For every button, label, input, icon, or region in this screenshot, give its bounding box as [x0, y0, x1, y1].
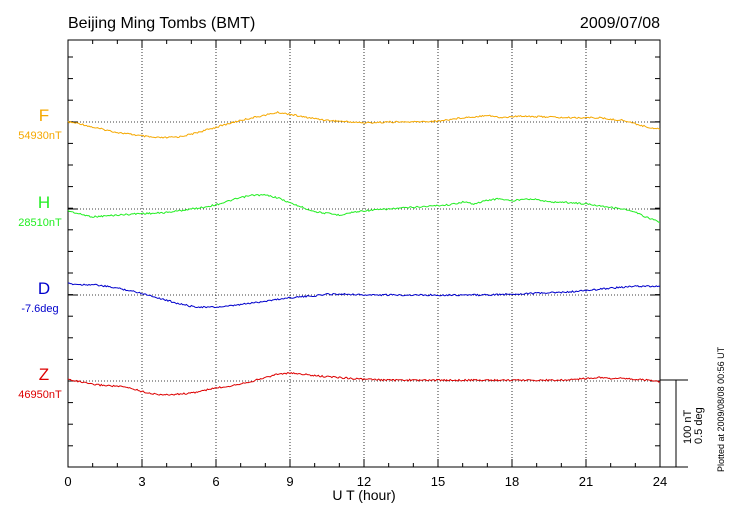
chart-title: Beijing Ming Tombs (BMT)	[68, 15, 255, 32]
series-line-D	[67, 282, 661, 309]
series-line-H	[67, 193, 660, 223]
x-tick-label: 21	[579, 474, 593, 489]
scale-bar-label-deg: 0.5 deg	[693, 407, 705, 444]
series-lines	[67, 110, 661, 396]
x-tick-label: 15	[431, 474, 445, 489]
baseline-value-D: -7.6deg	[21, 303, 58, 315]
baseline-value-F: 54930nT	[18, 130, 62, 142]
component-label-F: F	[39, 106, 49, 125]
chart-date: 2009/07/08	[580, 15, 660, 32]
x-tick-labels: 0 3 6 9 12 15 18 21 24	[64, 474, 667, 489]
baseline-value-Z: 46950nT	[18, 389, 62, 401]
component-label-Z: Z	[39, 365, 49, 384]
x-tick-label: 24	[653, 474, 667, 489]
x-axis-label: U T (hour)	[332, 487, 395, 503]
series-line-F	[67, 110, 661, 139]
component-label-D: D	[38, 279, 50, 298]
series-labels: F 54930nT H 28510nT D -7.6deg Z 46950nT	[18, 106, 62, 401]
x-tick-label: 18	[505, 474, 519, 489]
component-label-H: H	[38, 193, 50, 212]
scale-bar-label-nt: 100 nT	[682, 409, 694, 444]
scale-bar: 100 nT 0.5 deg	[660, 379, 705, 468]
x-tick-label: 3	[138, 474, 145, 489]
plotted-note: Plotted at 2009/08/08 00:56 UT	[716, 346, 726, 472]
x-tick-label: 12	[357, 474, 371, 489]
baseline-value-H: 28510nT	[18, 217, 62, 229]
x-tick-label: 6	[212, 474, 219, 489]
x-tick-label: 9	[286, 474, 293, 489]
series-line-Z	[67, 371, 661, 396]
grid	[68, 40, 660, 467]
x-tick-label: 0	[64, 474, 71, 489]
